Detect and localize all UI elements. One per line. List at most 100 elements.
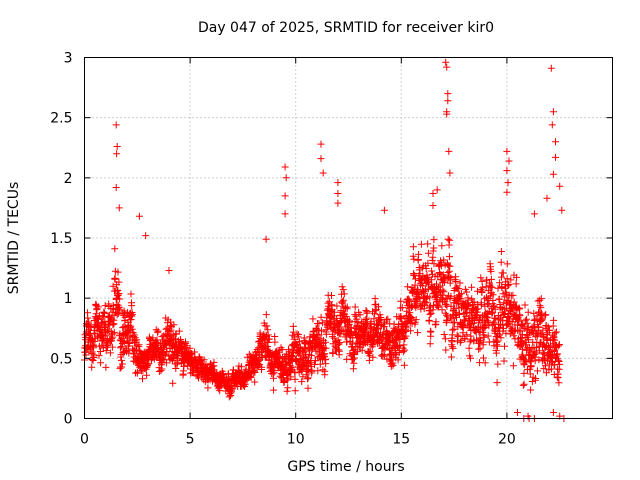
y-tick-label: 3	[64, 51, 73, 67]
data-points	[81, 58, 568, 422]
data-point	[503, 297, 511, 305]
data-point	[112, 121, 120, 129]
chart-title: Day 047 of 2025, SRMTID for receiver kir…	[198, 20, 494, 36]
data-point	[87, 322, 95, 330]
data-point	[111, 274, 119, 282]
data-point	[287, 373, 295, 381]
data-point	[161, 351, 169, 359]
data-point	[525, 336, 532, 344]
data-point	[114, 286, 122, 294]
data-point	[426, 310, 434, 318]
data-point	[317, 313, 325, 321]
data-point	[544, 323, 552, 331]
data-point	[494, 360, 502, 368]
y-tick-label: 1.5	[50, 231, 72, 247]
data-point	[127, 322, 135, 330]
data-point	[487, 267, 495, 275]
data-point	[432, 318, 440, 326]
data-point	[443, 317, 451, 325]
data-point	[521, 301, 529, 309]
data-point	[258, 363, 266, 371]
data-point	[450, 325, 458, 333]
data-point	[449, 344, 457, 352]
data-point	[446, 236, 454, 244]
data-point	[295, 338, 303, 346]
data-point	[162, 359, 170, 367]
data-point	[425, 317, 433, 325]
data-point	[404, 295, 412, 303]
data-point	[497, 258, 505, 266]
data-point	[505, 310, 513, 317]
data-point	[534, 367, 541, 375]
data-point	[343, 303, 351, 311]
x-tick-label: 20	[498, 432, 516, 448]
data-point	[504, 314, 512, 321]
data-point	[109, 333, 117, 341]
data-point	[400, 341, 408, 349]
data-point	[316, 338, 324, 346]
data-point	[520, 369, 528, 377]
data-point	[251, 369, 259, 376]
data-point	[237, 363, 245, 371]
data-point	[498, 273, 505, 281]
data-point	[325, 302, 332, 310]
data-point	[554, 374, 562, 382]
data-point	[440, 331, 448, 338]
data-point	[556, 182, 564, 190]
data-point	[149, 334, 157, 342]
data-point	[552, 138, 559, 146]
data-point	[510, 298, 518, 306]
data-point	[549, 348, 557, 355]
y-tick-label: 2	[64, 171, 73, 187]
data-point	[444, 235, 452, 243]
data-point	[488, 283, 496, 291]
data-point	[90, 344, 98, 352]
data-point	[121, 313, 129, 321]
data-point	[142, 365, 150, 373]
data-point	[158, 365, 166, 373]
data-point	[338, 283, 346, 291]
data-point	[350, 359, 358, 367]
data-point	[555, 341, 563, 348]
data-point	[427, 309, 435, 317]
data-point	[104, 341, 112, 349]
data-point	[408, 314, 416, 322]
data-point	[532, 375, 539, 382]
data-point	[436, 270, 444, 278]
x-tick-label: 10	[287, 432, 305, 448]
data-point	[145, 360, 153, 368]
data-point	[142, 232, 150, 240]
data-point	[328, 292, 335, 299]
data-point	[93, 305, 101, 313]
data-point	[247, 372, 254, 380]
data-point	[180, 362, 188, 370]
data-point	[500, 324, 507, 332]
data-point	[414, 291, 422, 298]
data-point	[514, 409, 521, 416]
data-point	[159, 355, 167, 363]
data-point	[304, 374, 312, 382]
data-point	[527, 362, 535, 370]
data-point	[414, 329, 422, 337]
data-point	[457, 337, 465, 345]
data-point	[353, 315, 361, 323]
data-point	[170, 321, 178, 329]
data-point	[478, 301, 485, 309]
data-point	[457, 290, 465, 298]
data-point	[447, 353, 455, 361]
data-point	[128, 302, 136, 310]
data-point	[415, 250, 423, 258]
data-point	[380, 206, 388, 214]
data-point	[502, 329, 510, 337]
data-point	[424, 249, 432, 257]
data-point	[401, 346, 409, 354]
data-point	[447, 315, 455, 323]
data-point	[479, 284, 487, 292]
data-point	[497, 303, 505, 311]
x-tick-label: 0	[80, 432, 89, 448]
y-tick-label: 0.5	[50, 351, 72, 367]
data-point	[553, 350, 561, 358]
data-point	[88, 363, 96, 371]
